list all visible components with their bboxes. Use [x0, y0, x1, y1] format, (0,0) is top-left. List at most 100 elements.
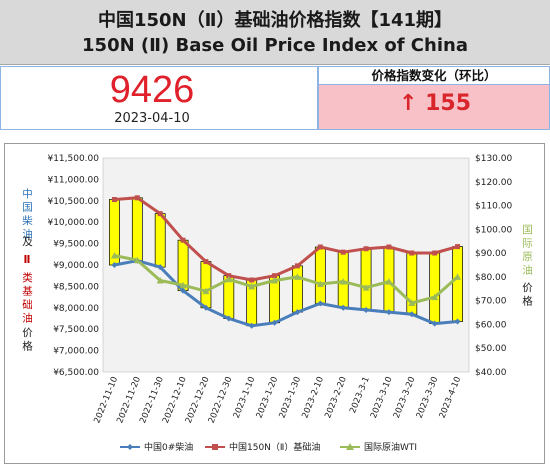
- wti-point: [133, 256, 141, 264]
- right-axis-title: 国际原油 价格: [521, 224, 533, 309]
- spread-bar: [429, 252, 441, 324]
- wti-point: [225, 275, 233, 283]
- diesel-point: [202, 304, 209, 311]
- spread-bar: [131, 197, 143, 262]
- right-axis-title-price: 价格: [521, 282, 533, 309]
- wti-point: [339, 278, 347, 285]
- diesel-point: [271, 319, 278, 326]
- x-axis-labels: 2022-11-102022-11-202022-11-302022-12-10…: [92, 375, 463, 425]
- x-tick-label: 2023-1-10: [232, 375, 258, 420]
- right-tick-label: $130.00: [475, 154, 512, 164]
- wti-point: [408, 299, 416, 307]
- baseoil-point: [455, 244, 461, 250]
- diesel-point: [180, 287, 187, 294]
- change-value: 155: [425, 91, 472, 116]
- right-axis-title-wti: 国际原油: [521, 224, 533, 278]
- spread-bar: [360, 248, 372, 311]
- left-tick-label: ¥8,500.00: [53, 282, 99, 292]
- change-label: 价格指数变化（环比）: [318, 66, 550, 85]
- diesel-line: [114, 259, 458, 328]
- baseoil-point: [340, 249, 346, 255]
- legend-marker-baseoil: [212, 444, 218, 450]
- baseoil-point: [386, 244, 392, 250]
- baseoil-point: [180, 237, 186, 243]
- left-axis-title-roman: Ⅱ: [21, 254, 33, 266]
- x-tick-label: 2023-4-10: [438, 375, 464, 420]
- lines-group: [110, 195, 462, 329]
- x-tick-label: 2023-3-10: [369, 375, 395, 420]
- legend-label-diesel: 中国0#柴油: [144, 441, 193, 453]
- left-tick-label: ¥9,000.00: [53, 261, 99, 271]
- x-tick-label: 2022-12-30: [207, 375, 235, 425]
- baseoil-point: [203, 259, 209, 265]
- left-axis-title-and: 及: [21, 236, 33, 247]
- left-axis-title-baseoil: 类基础油: [21, 271, 33, 326]
- wti-point: [179, 281, 187, 289]
- wti-point: [156, 276, 164, 284]
- x-tick-label: 2023-1-30: [277, 375, 303, 420]
- right-tick-label: $100.00: [475, 225, 512, 235]
- wti-point: [202, 287, 210, 295]
- diesel-point: [385, 309, 392, 316]
- title-english: 150N (Ⅱ) Base Oil Price Index of China: [82, 35, 468, 56]
- diesel-point: [157, 264, 164, 271]
- chart-frame: ¥6,500.00 ¥7,000.00 ¥7,500.00 ¥8,000.00 ¥8,5…: [4, 143, 545, 464]
- baseoil-point: [272, 273, 278, 279]
- left-tick-label: ¥11,000.00: [47, 175, 99, 185]
- baseoil-point: [363, 246, 369, 252]
- header-bar: 中国150N（Ⅱ）基础油价格指数【141期】 150N (Ⅱ) Base Oil…: [0, 0, 550, 65]
- left-tick-label: ¥7,000.00: [53, 347, 99, 357]
- wti-line: [114, 254, 459, 305]
- x-tick-label: 2023-3-30: [415, 375, 441, 420]
- change-panel: ↑ 155: [318, 85, 550, 130]
- left-axis-ticks: ¥6,500.00 ¥7,000.00 ¥7,500.00 ¥8,000.00 ¥8,5…: [47, 154, 99, 378]
- left-axis-title: 中国柴油 及 Ⅱ 类基础油 价格: [21, 187, 33, 354]
- left-tick-label: ¥10,500.00: [47, 197, 99, 207]
- diesel-point: [225, 315, 232, 322]
- wti-point: [271, 276, 279, 284]
- diesel-point: [294, 309, 301, 316]
- diesel-point: [408, 311, 415, 318]
- baseoil-point: [432, 250, 438, 256]
- right-tick-label: $50.00: [475, 344, 507, 354]
- title-chinese: 中国150N（Ⅱ）基础油价格指数【141期】: [97, 10, 453, 31]
- legend: 中国0#柴油 中国150N（Ⅱ）基础油 国际原油WTI: [120, 441, 417, 453]
- baseoil-point: [111, 197, 117, 203]
- wti-point: [316, 280, 324, 288]
- right-tick-label: $60.00: [475, 320, 507, 330]
- diesel-point: [363, 306, 370, 313]
- legend-label-baseoil: 中国150N（Ⅱ）基础油: [229, 441, 320, 453]
- wti-point: [248, 282, 256, 290]
- left-tick-label: ¥11,500.00: [47, 154, 99, 164]
- baseoil-point: [226, 273, 232, 279]
- wti-point: [431, 293, 439, 301]
- spread-bar: [154, 213, 166, 268]
- baseoil-point: [157, 211, 163, 217]
- right-tick-label: $40.00: [475, 368, 507, 378]
- baseoil-point: [317, 244, 323, 250]
- diesel-point: [317, 300, 324, 307]
- right-axis-ticks: $40.00 $50.00 $60.00 $70.00 $80.00 $90.00 $100…: [475, 154, 512, 378]
- diesel-point: [111, 262, 118, 268]
- diesel-point: [454, 318, 461, 325]
- wti-point: [454, 273, 462, 280]
- x-tick-label: 2023-3-20: [392, 375, 418, 420]
- legend-label-wti: 国际原油WTI: [364, 441, 417, 453]
- wti-point: [293, 273, 301, 280]
- up-arrow-icon: ↑: [398, 91, 418, 116]
- x-tick-label: 2023-1-20: [255, 375, 281, 420]
- right-tick-label: $90.00: [475, 249, 507, 259]
- price-chart: ¥6,500.00 ¥7,000.00 ¥7,500.00 ¥8,000.00 ¥8,5…: [21, 154, 533, 453]
- baseoil-point: [134, 195, 140, 201]
- diesel-point: [340, 304, 347, 311]
- spread-bar: [452, 246, 463, 322]
- left-tick-label: ¥8,000.00: [53, 304, 99, 314]
- baseoil-line: [114, 196, 459, 282]
- left-axis-title-diesel: 中国柴油: [21, 187, 33, 242]
- index-value: 9426: [109, 69, 195, 111]
- baseoil-point: [249, 277, 255, 283]
- x-tick-label: 2023-2-10: [300, 375, 326, 420]
- right-tick-label: $80.00: [475, 273, 507, 283]
- wti-point: [110, 251, 118, 259]
- right-tick-label: $120.00: [475, 178, 512, 188]
